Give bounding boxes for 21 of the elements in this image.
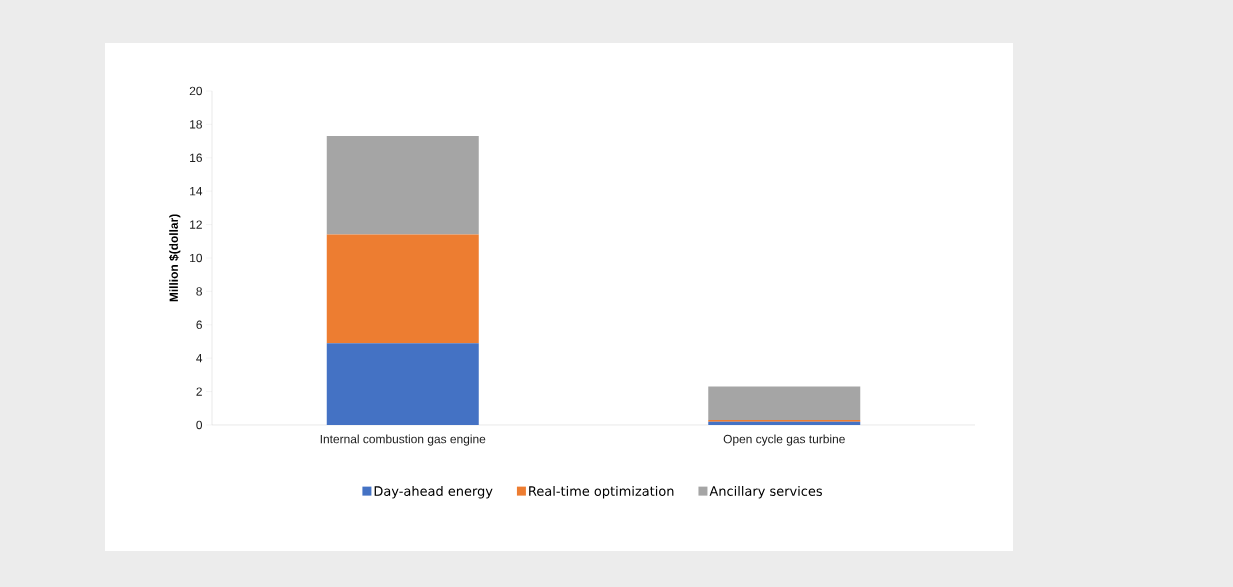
- y-tick-label: 10: [190, 253, 203, 263]
- bar: [326, 136, 479, 235]
- x-tick-label: Open cycle gas turbine: [723, 434, 845, 446]
- y-tick-label: 16: [190, 153, 202, 163]
- y-tick-label: 18: [190, 120, 202, 129]
- legend-label: Day-ahead energy: [374, 485, 493, 499]
- bar: [326, 234, 479, 344]
- bar: [708, 386, 861, 420]
- y-tick-label: 14: [190, 187, 203, 196]
- y-tick-label: 6: [196, 320, 202, 330]
- y-tick-label: 0: [196, 420, 203, 430]
- legend-label: Ancillary services: [709, 485, 822, 499]
- bar: [326, 343, 479, 425]
- y-tick-label: 8: [196, 287, 202, 296]
- x-tick-label: Internal combustion gas engine: [320, 434, 486, 446]
- y-tick-label: 2: [196, 387, 202, 396]
- y-tick-label: 4: [196, 354, 203, 363]
- y-tick-label: 12: [190, 220, 202, 229]
- y-tick-label: 20: [189, 86, 203, 96]
- y-axis-title: Million $(dollar): [169, 214, 181, 302]
- legend-label: Real-time optimization: [529, 485, 674, 499]
